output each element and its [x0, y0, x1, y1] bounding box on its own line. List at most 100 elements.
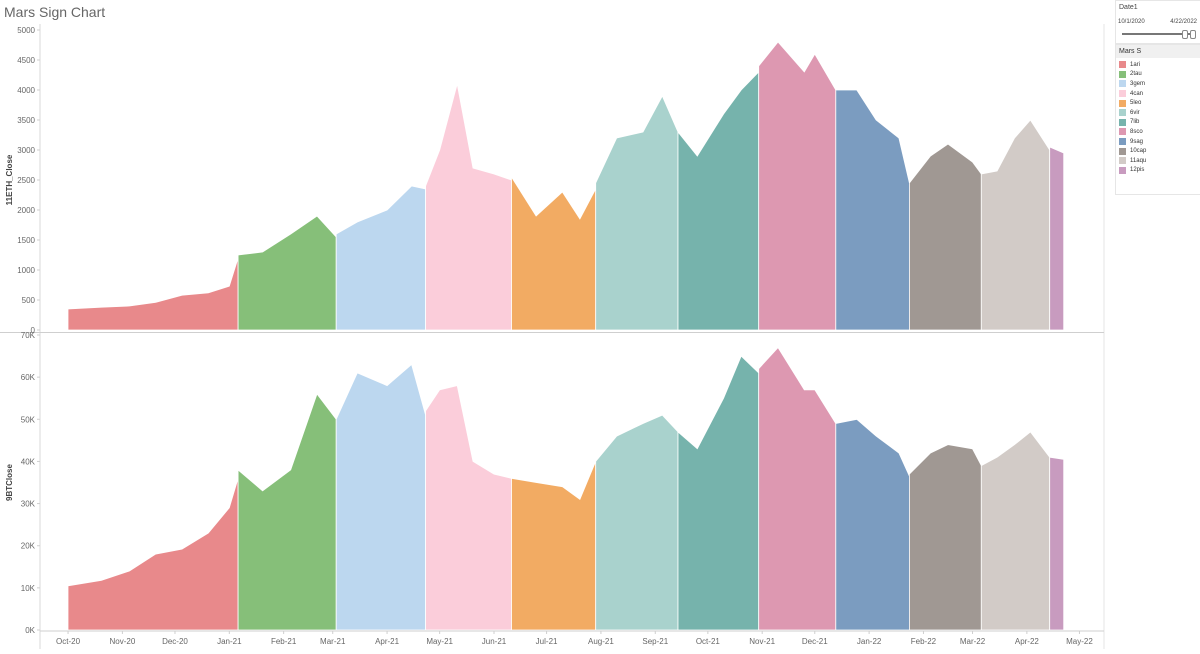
area-6vir: [595, 95, 679, 331]
legend-label: 3gem: [1130, 80, 1146, 87]
area-5leo: [511, 461, 597, 631]
legend-swatch: [1119, 109, 1126, 117]
legend-item[interactable]: 5leo: [1116, 98, 1200, 108]
y-axis-title: 11ETH_Close: [5, 154, 14, 205]
legend-item[interactable]: 8sco: [1116, 127, 1200, 137]
date-range-fill: [1122, 33, 1194, 35]
y-tick-label: 70K: [21, 331, 36, 340]
legend-item[interactable]: 6vir: [1116, 108, 1200, 118]
x-tick-label: Jan-21: [217, 637, 242, 646]
area-9sag: [835, 418, 910, 631]
area-7lib: [677, 71, 760, 331]
y-tick-label: 3500: [17, 116, 35, 125]
legend-swatch: [1119, 70, 1126, 78]
y-tick-label: 30K: [21, 500, 36, 509]
y-tick-label: 40K: [21, 457, 36, 466]
area-9sag: [835, 89, 910, 331]
x-tick-label: Mar-21: [320, 637, 346, 646]
legend-item[interactable]: 2tau: [1116, 70, 1200, 80]
legend-label: 2tau: [1130, 71, 1142, 78]
date-slider-end-handle[interactable]: [1190, 30, 1196, 39]
legend-label: 10cap: [1130, 148, 1147, 155]
legend-swatch: [1119, 157, 1126, 165]
area-10cap: [909, 444, 982, 631]
legend-label: 6vir: [1130, 109, 1140, 116]
x-tick-label: Dec-21: [802, 637, 828, 646]
legend-swatch: [1119, 128, 1126, 136]
area-8sco: [758, 346, 837, 631]
y-tick-label: 0K: [25, 626, 35, 635]
x-tick-label: Mar-22: [960, 637, 986, 646]
y-axis-title: 9BTClose: [5, 464, 14, 501]
date-slider-start-handle[interactable]: [1182, 30, 1188, 39]
area-5leo: [511, 175, 597, 331]
x-tick-label: Aug-21: [588, 637, 614, 646]
date-filter-start: 10/1/2020: [1118, 19, 1145, 25]
x-tick-label: May-21: [426, 637, 453, 646]
x-tick-label: Apr-21: [375, 637, 400, 646]
area-11aqu: [980, 119, 1051, 331]
area-4can: [425, 385, 512, 631]
area-1ari: [67, 478, 239, 631]
x-tick-label: Feb-21: [271, 637, 297, 646]
area-11aqu: [980, 431, 1051, 631]
area-1ari: [67, 257, 239, 331]
x-tick-label: Dec-20: [162, 637, 188, 646]
legend-swatch: [1119, 80, 1126, 88]
legend-label: 11aqu: [1130, 157, 1147, 164]
area-4can: [425, 83, 512, 331]
legend-swatch: [1119, 147, 1126, 155]
legend-label: 1ari: [1130, 61, 1141, 68]
y-tick-label: 2500: [17, 176, 35, 185]
legend-label: 9sag: [1130, 138, 1144, 145]
legend-swatch: [1119, 138, 1126, 146]
legend-item[interactable]: 9sag: [1116, 137, 1200, 147]
legend-swatch: [1119, 99, 1126, 107]
legend-item[interactable]: 3gem: [1116, 79, 1200, 89]
legend-list: 1ari 2tau 3gem 4can 5leo 6vir 7lib 8sco 9sag 10ca…: [1116, 60, 1200, 175]
date-filter-end: 4/22/2022: [1170, 19, 1197, 25]
x-tick-label: Jun-21: [482, 637, 507, 646]
area-12pis: [1049, 146, 1065, 331]
x-tick-label: Jul-21: [536, 637, 558, 646]
date-filter-card: Date1 10/1/2020 4/22/2022: [1115, 0, 1200, 44]
area-6vir: [595, 414, 679, 631]
x-tick-label: Sep-21: [642, 637, 668, 646]
y-tick-label: 20K: [21, 542, 36, 551]
legend-swatch: [1119, 61, 1126, 69]
area-10cap: [909, 143, 982, 331]
legend-label: 5leo: [1130, 100, 1142, 107]
area-2tau: [237, 215, 337, 331]
chart-frame: 0 500 1000 1500 2000 2500 3000 3500 4000 4500 5000…: [0, 24, 1108, 649]
y-tick-label: 500: [22, 296, 36, 305]
area-3gem: [335, 363, 426, 631]
legend-item[interactable]: 7lib: [1116, 118, 1200, 128]
legend-label: 7lib: [1130, 119, 1140, 126]
y-tick-label: 4500: [17, 56, 35, 65]
y-tick-label: 5000: [17, 26, 35, 35]
x-tick-label: Apr-22: [1015, 637, 1040, 646]
mars-sign-chart: 0 500 1000 1500 2000 2500 3000 3500 4000 4500 5000…: [0, 24, 1105, 649]
legend-card: Mars S 1ari 2tau 3gem 4can 5leo 6vir 7lib 8sco 9…: [1115, 44, 1200, 195]
area-8sco: [758, 41, 837, 331]
legend-item[interactable]: 10cap: [1116, 146, 1200, 156]
x-tick-label: Jan-22: [857, 637, 882, 646]
legend-item[interactable]: 4can: [1116, 89, 1200, 99]
legend-item[interactable]: 12pis: [1116, 166, 1200, 176]
y-tick-label: 50K: [21, 415, 36, 424]
legend-label: 12pis: [1130, 167, 1145, 174]
x-tick-label: Oct-21: [696, 637, 721, 646]
legend-swatch: [1119, 118, 1126, 126]
y-tick-label: 1000: [17, 266, 35, 275]
legend-title: Mars S: [1116, 45, 1200, 58]
x-tick-label: Feb-22: [911, 637, 937, 646]
date-filter-title: Date1: [1119, 4, 1138, 11]
date-range-slider[interactable]: [1122, 30, 1196, 39]
y-tick-label: 10K: [21, 584, 36, 593]
legend-item[interactable]: 1ari: [1116, 60, 1200, 70]
legend-item[interactable]: 11aqu: [1116, 156, 1200, 166]
x-tick-label: Nov-21: [749, 637, 775, 646]
legend-swatch: [1119, 166, 1126, 174]
legend-label: 8sco: [1130, 128, 1143, 135]
y-tick-label: 3000: [17, 146, 35, 155]
